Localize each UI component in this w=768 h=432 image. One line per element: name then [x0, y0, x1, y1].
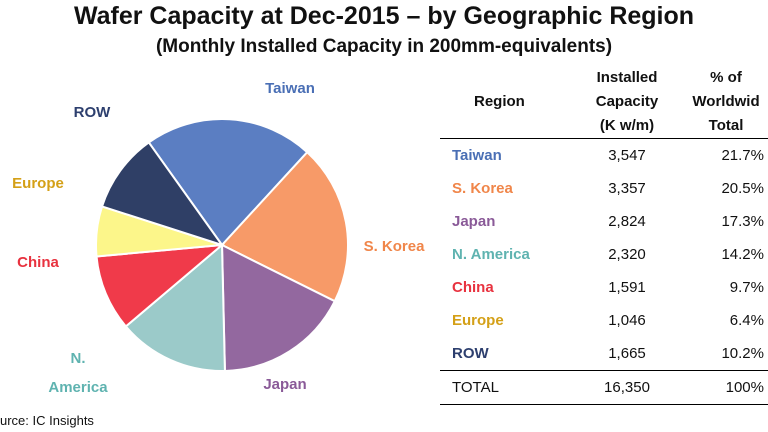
region-cell: Japan: [452, 213, 496, 230]
capacity-cell: 2,824: [608, 213, 646, 230]
table-row: China 1,591 9.7%: [440, 271, 768, 304]
slice-label-china: China: [17, 254, 59, 271]
capacity-cell: 1,665: [608, 345, 646, 362]
pie-slice-row: [100, 141, 225, 247]
table-row: N. America 2,320 14.2%: [440, 238, 768, 271]
region-cell: Taiwan: [452, 147, 502, 164]
capacity-cell: 1,591: [608, 279, 646, 296]
slice-label-s-korea: S. Korea: [364, 238, 426, 255]
pie-chart: Taiwan S. Korea Japan N. America China Europe R…: [12, 80, 426, 396]
capacity-cell: 2,320: [608, 246, 646, 263]
header-capacity: Installed Capacity (K w/m): [572, 66, 682, 139]
region-cell: Europe: [452, 312, 504, 329]
chart-subtitle: (Monthly Installed Capacity in 200mm-equ…: [155, 36, 613, 57]
slice-label-europe: Europe: [12, 175, 64, 192]
total-percent: 100%: [682, 370, 768, 405]
table-row: Japan 2,824 17.3%: [440, 205, 768, 238]
total-label: TOTAL: [440, 370, 572, 405]
total-capacity: 16,350: [572, 370, 682, 405]
percent-cell: 14.2%: [721, 246, 764, 263]
slice-label-taiwan: Taiwan: [265, 80, 315, 97]
capacity-cell: 1,046: [608, 312, 646, 329]
percent-cell: 9.7%: [729, 279, 764, 296]
table-row: ROW 1,665 10.2%: [440, 337, 768, 371]
pie-slice-taiwan: [147, 118, 309, 247]
header-capacity-text: Installed Capacity (K w/m): [595, 69, 659, 134]
slice-label-row: ROW: [74, 104, 112, 121]
percent-cell: 20.5%: [721, 180, 764, 197]
header-region: Region: [474, 93, 525, 110]
header-percent-text: % of Worldwid Total: [692, 69, 760, 134]
source-note: urce: IC Insights: [0, 413, 94, 428]
percent-cell: 21.7%: [721, 147, 764, 164]
table-row: Taiwan 3,547 21.7%: [440, 139, 768, 173]
table-row: Europe 1,046 6.4%: [440, 304, 768, 337]
capacity-table: Region Installed Capacity (K w/m) % of Worl…: [440, 66, 768, 405]
table-header-row: Region Installed Capacity (K w/m) % of Worl…: [440, 66, 768, 139]
capacity-cell: 3,547: [608, 147, 646, 164]
percent-cell: 17.3%: [721, 213, 764, 230]
region-cell: China: [452, 279, 494, 296]
table-row: S. Korea 3,357 20.5%: [440, 172, 768, 205]
total-row: TOTAL 16,350 100%: [440, 370, 768, 405]
slice-label-japan: Japan: [263, 376, 306, 393]
chart-title: Wafer Capacity at Dec-2015 – by Geograph…: [73, 2, 695, 30]
capacity-cell: 3,357: [608, 180, 646, 197]
region-cell: S. Korea: [452, 180, 513, 197]
header-percent: % of Worldwid Total: [682, 66, 768, 139]
region-cell: N. America: [452, 246, 530, 263]
pie-slice-china: [95, 243, 226, 328]
percent-cell: 10.2%: [721, 345, 764, 362]
slice-label-n-america: N. America: [48, 350, 108, 396]
region-cell: ROW: [452, 345, 489, 362]
pie-slice-japan: [220, 243, 337, 372]
pie-slice-s-korea: [220, 150, 349, 303]
percent-cell: 6.4%: [729, 312, 764, 329]
pie-slice-n-america: [124, 242, 226, 372]
